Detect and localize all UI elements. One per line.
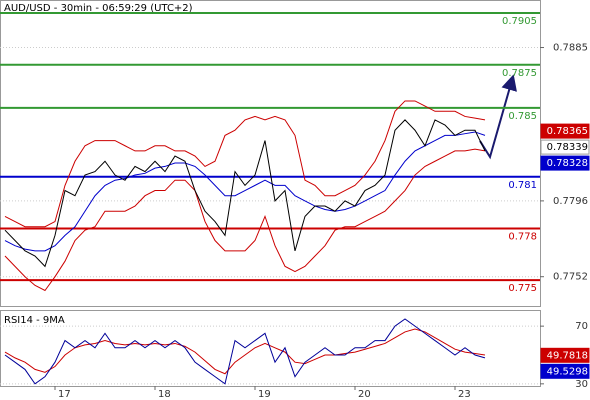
price-label-box bbox=[540, 139, 590, 155]
price-label-box bbox=[540, 347, 590, 363]
series-line bbox=[4, 131, 486, 252]
y-tick-label: 70 bbox=[575, 321, 588, 332]
x-tick-label: 20 bbox=[358, 389, 371, 400]
price-label-box bbox=[540, 155, 590, 171]
price-label: 0.78328 bbox=[547, 158, 588, 169]
level-label: 0.778 bbox=[508, 231, 537, 242]
series-line bbox=[4, 100, 486, 228]
y-tick-label: 0.7885 bbox=[553, 43, 588, 54]
y-tick-label: 30 bbox=[575, 379, 588, 390]
price-label: 0.78365 bbox=[547, 126, 588, 137]
x-tick-label: 17 bbox=[58, 389, 71, 400]
price-label-box bbox=[540, 123, 590, 139]
rsi-title: RSI14 - 9MA bbox=[4, 315, 65, 326]
x-tick-label: 23 bbox=[458, 389, 471, 400]
series-line bbox=[4, 318, 486, 385]
level-label: 0.775 bbox=[508, 283, 537, 294]
price-label: 49.5298 bbox=[547, 366, 588, 377]
x-tick-label: 19 bbox=[258, 389, 271, 400]
price-label: 0.78339 bbox=[547, 142, 588, 153]
series-line bbox=[4, 148, 486, 292]
price-label: 49.7818 bbox=[547, 350, 588, 361]
y-tick-label: 0.7752 bbox=[553, 272, 588, 283]
level-label: 0.7875 bbox=[502, 68, 537, 79]
price-panel bbox=[0, 0, 541, 307]
level-label: 0.785 bbox=[508, 111, 537, 122]
x-tick-label: 18 bbox=[158, 389, 171, 400]
y-tick-label: 0.7796 bbox=[553, 196, 588, 207]
series-line bbox=[4, 119, 486, 268]
price-label-box bbox=[540, 363, 590, 379]
series-line bbox=[4, 328, 486, 375]
chart-title: AUD/USD - 30min - 06:59:29 (UTC+2) bbox=[4, 3, 193, 14]
level-label: 0.7905 bbox=[502, 16, 537, 27]
level-label: 0.781 bbox=[508, 180, 537, 191]
